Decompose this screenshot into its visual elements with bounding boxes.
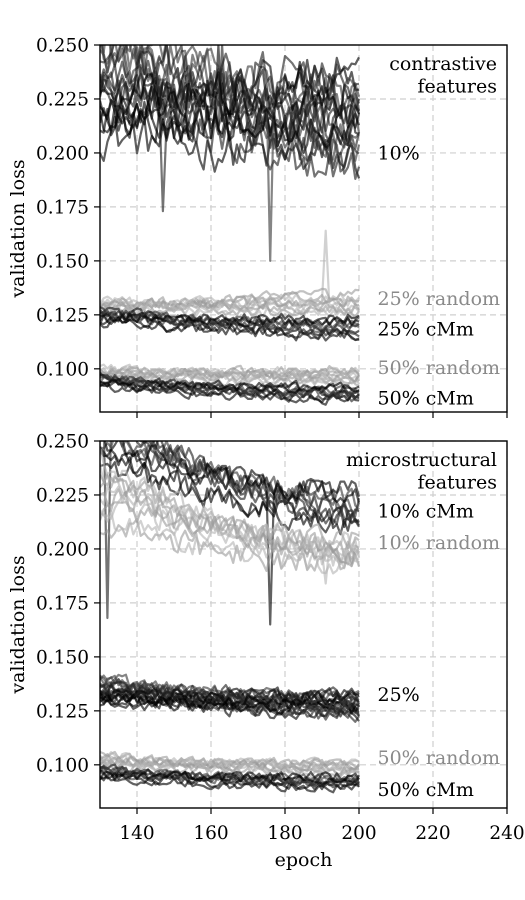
series-line	[100, 66, 361, 132]
y-tick-label: 0.150	[36, 647, 89, 668]
series-line	[100, 495, 360, 555]
series-line	[100, 474, 360, 565]
group-label: 25%	[378, 684, 420, 706]
series-line	[100, 296, 360, 311]
series-line	[100, 773, 360, 794]
group-label: 50% random	[378, 357, 501, 379]
x-axis-ticks	[136, 412, 508, 418]
y-tick-label: 0.250	[36, 432, 89, 453]
x-tick-label: 200	[341, 823, 376, 844]
y-tick-label: 0.150	[36, 251, 89, 272]
group-labels: 10% cMm 10% random 25% 50% random 50% cMm	[378, 501, 501, 801]
x-tick-label: 220	[415, 823, 450, 844]
group-label: 25% random	[378, 288, 501, 310]
series-line	[100, 366, 360, 382]
series-line	[100, 71, 360, 120]
y-tick-label: 0.100	[36, 755, 89, 776]
y-tick-label: 0.125	[36, 701, 89, 722]
y-tick-label: 0.225	[36, 485, 89, 506]
y-axis-label: validation loss	[7, 555, 29, 694]
series-line	[100, 291, 360, 315]
axes-frame	[99, 440, 508, 809]
series-line	[100, 312, 360, 328]
series-lines	[100, 45, 361, 406]
y-tick-label: 0.100	[36, 359, 89, 380]
group-label: 10% cMm	[378, 501, 474, 523]
series-line	[100, 673, 361, 711]
x-tick-label: 160	[193, 823, 228, 844]
y-tick-label: 0.200	[36, 539, 89, 560]
y-tick-label: 0.175	[36, 197, 89, 218]
series-line	[126, 441, 361, 518]
group-label: 10% random	[378, 532, 501, 554]
y-tick-label: 0.125	[36, 305, 89, 326]
series-line	[100, 752, 360, 773]
group-label: 50% cMm	[378, 387, 474, 409]
y-tick-label: 0.175	[36, 593, 89, 614]
y-tick-label: 0.225	[36, 89, 89, 110]
series-line	[100, 45, 360, 103]
series-line	[100, 756, 360, 770]
series-line	[100, 448, 360, 536]
series-line	[110, 441, 361, 518]
group-label: 50% cMm	[378, 779, 474, 801]
group-labels: 10% 25% random 25% cMm 50% random 50% cMm	[378, 142, 501, 409]
x-tick-label: 140	[119, 823, 154, 844]
series-line	[100, 501, 360, 550]
series-line	[100, 441, 360, 511]
group-label: 50% random	[378, 747, 501, 769]
group-label: 10%	[378, 142, 420, 164]
annotation-line: features	[417, 472, 497, 494]
x-axis-label: epoch	[275, 849, 333, 871]
series-line	[100, 517, 361, 573]
series-line	[100, 100, 361, 155]
series-line	[100, 56, 360, 134]
series-line	[100, 379, 360, 394]
panel-annotation: contrastive features	[389, 53, 497, 98]
x-tick-label: 180	[267, 823, 302, 844]
group-label: 25% cMm	[378, 318, 474, 340]
y-axis-label: validation loss	[7, 159, 29, 298]
top-panel-contrastive: 0.100 0.125 0.150 0.175 0.200 0.225 0.250 valid…	[7, 36, 508, 418]
y-tick-label: 0.250	[36, 36, 89, 57]
x-tick-label: 240	[489, 823, 524, 844]
annotation-line: microstructural	[346, 449, 497, 471]
y-axis-ticks: 0.100 0.125 0.150 0.175 0.200 0.225 0.250	[36, 432, 100, 776]
panel-annotation: microstructural features	[346, 449, 497, 494]
x-axis-ticks: 140 160 180 200 220 240	[119, 808, 525, 844]
axes-frame	[99, 44, 508, 413]
series-line	[100, 309, 360, 341]
series-lines	[100, 441, 361, 794]
series-line	[100, 510, 360, 575]
annotation-line: features	[417, 76, 497, 98]
series-line	[100, 311, 360, 327]
series-line	[100, 681, 360, 703]
bottom-panel-microstructural: 0.100 0.125 0.150 0.175 0.200 0.225 0.250 140 16…	[7, 432, 525, 872]
series-line	[103, 441, 361, 626]
y-axis-ticks: 0.100 0.125 0.150 0.175 0.200 0.225 0.250	[36, 36, 100, 380]
series-line	[100, 366, 360, 380]
annotation-line: contrastive	[389, 53, 497, 75]
series-line	[100, 769, 360, 785]
series-line	[100, 696, 360, 722]
y-tick-label: 0.200	[36, 143, 89, 164]
